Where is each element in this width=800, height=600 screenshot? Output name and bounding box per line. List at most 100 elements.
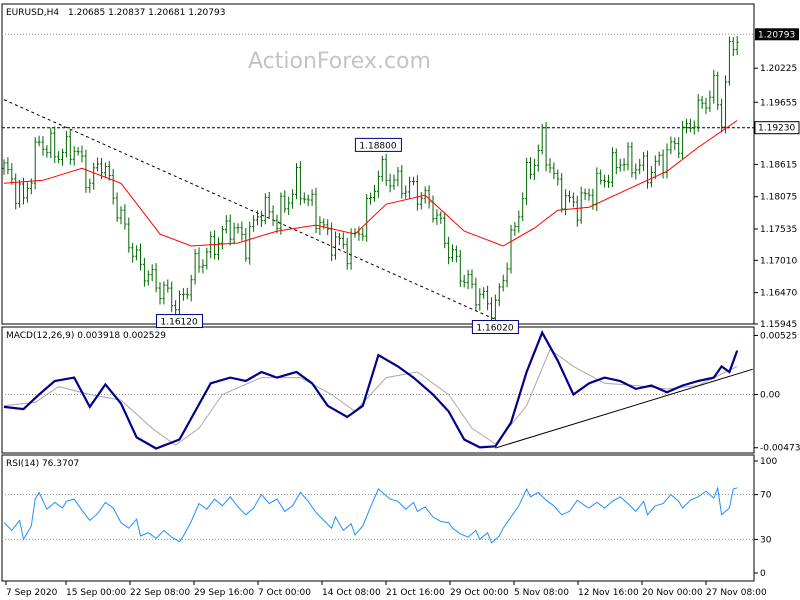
ohlc-bar — [57, 151, 61, 164]
rsi-axis-tick-label: 100 — [760, 457, 777, 467]
ohlc-bar — [435, 209, 439, 225]
ohlc-bar — [513, 222, 517, 236]
ohlc-bar — [696, 94, 700, 132]
price-axis-tick-label: 1.15945 — [760, 320, 797, 330]
ohlc-bar — [388, 173, 392, 193]
moving-average-line — [3, 120, 738, 247]
ohlc-bar — [638, 158, 642, 175]
ohlc-bar — [154, 263, 158, 293]
x-axis-tick-label: 12 Nov 16:00 — [578, 588, 639, 598]
ohlc-bar — [509, 224, 513, 274]
ohlc-bar — [384, 153, 388, 186]
price-axis-tick-label: 1.18615 — [760, 160, 797, 170]
ohlc-bar — [571, 192, 575, 208]
ohlc-bar — [482, 287, 486, 299]
ohlc-bar — [497, 283, 501, 307]
ohlc-bar — [306, 194, 310, 207]
macd-axis-tick-label: -0.004732 — [760, 444, 800, 454]
ohlc-bar — [536, 144, 540, 172]
ohlc-bar — [14, 173, 18, 210]
ohlc-bar — [712, 69, 716, 104]
ohlc-bar — [146, 270, 150, 286]
price-axis-tick-label: 1.18075 — [760, 193, 797, 203]
price-annotation-box — [156, 314, 203, 329]
rsi-line — [3, 485, 738, 544]
ohlc-bar — [451, 244, 454, 262]
ohlc-bar — [271, 205, 275, 226]
ohlc-bar — [415, 175, 419, 211]
ohlc-bar — [630, 142, 634, 178]
ohlc-bar — [380, 155, 384, 182]
ohlc-bar — [201, 259, 205, 274]
ohlc-bar — [501, 274, 505, 292]
ohlc-bar — [357, 226, 361, 241]
ohlc-bar — [626, 142, 630, 171]
ohlc-bar — [107, 160, 111, 181]
ohlc-bar — [322, 218, 326, 230]
x-axis-tick-label: 5 Nov 08:00 — [514, 588, 569, 598]
support-price-marker — [754, 121, 800, 135]
ohlc-bar — [139, 243, 142, 271]
ohlc-bar — [295, 163, 298, 200]
ohlc-bar — [64, 130, 68, 158]
ohlc-bar — [427, 185, 431, 209]
ohlc-bar — [205, 247, 209, 270]
ohlc-bar — [419, 192, 423, 210]
last-price-label: 1.20793 — [758, 30, 795, 40]
ohlc-bar — [458, 250, 462, 287]
ohlc-bar — [544, 122, 548, 172]
ohlc-bar — [720, 98, 724, 133]
ohlc-bar — [314, 187, 318, 234]
ohlc-bar — [25, 182, 29, 203]
ohlc-bar — [716, 71, 720, 110]
ohlc-bar — [548, 158, 552, 174]
ohlc-bar — [704, 97, 708, 115]
ohlc-bar — [708, 90, 712, 112]
ohlc-bar — [688, 118, 692, 133]
ohlc-bar — [341, 232, 345, 250]
ohlc-bar — [236, 223, 240, 234]
x-axis-tick-label: 27 Nov 08:00 — [706, 588, 767, 598]
ohlc-bar — [649, 165, 653, 188]
macd-trendline — [495, 368, 753, 449]
ohlc-bar — [240, 221, 244, 241]
macd-axis-tick-label: 0.00525 — [760, 331, 797, 341]
ohlc-bar — [84, 149, 88, 193]
chart-header-symbol: EURUSD,H4 — [6, 8, 59, 18]
ohlc-bar — [119, 206, 123, 225]
x-axis-tick-label: 15 Sep 00:00 — [66, 588, 126, 598]
ohlc-bar — [454, 245, 458, 263]
x-axis-tick-label: 29 Oct 00:00 — [450, 588, 509, 598]
ohlc-bar — [493, 294, 497, 324]
ohlc-bar — [677, 137, 681, 159]
support-price-label: 1.19230 — [758, 124, 795, 134]
ohlc-bar — [618, 158, 622, 172]
macd-panel-frame — [1, 326, 755, 454]
ohlc-bar — [220, 225, 224, 250]
ohlc-bar — [298, 161, 302, 206]
ohlc-bar — [731, 37, 735, 57]
ohlc-bar — [568, 190, 571, 203]
x-axis-tick-label: 21 Oct 16:00 — [386, 588, 445, 598]
ohlc-bar — [587, 188, 591, 201]
ohlc-bar — [486, 285, 490, 311]
macd-main-line — [3, 330, 739, 450]
macd-axis-tick-label: 0.00 — [760, 391, 780, 401]
ohlc-bar — [6, 157, 10, 175]
ohlc-bar — [447, 236, 451, 265]
ohlc-bar — [349, 228, 353, 270]
ohlc-bar — [33, 137, 37, 190]
ohlc-bar — [150, 264, 154, 282]
ohlc-bar — [603, 174, 607, 188]
ohlc-bar — [583, 188, 587, 201]
watermark: ActionForex.com — [248, 49, 431, 74]
ohlc-bar — [287, 196, 291, 216]
rsi-axis-tick-label: 30 — [760, 535, 772, 545]
x-axis-tick-label: 7 Oct 00:00 — [258, 588, 311, 598]
axis-layer: 1.20225 1.19655 1.19230 1.18615 1.18075 1.175… — [5, 28, 800, 598]
ohlc-bar — [310, 189, 314, 206]
ohlc-bar — [92, 162, 96, 190]
ohlc-bar — [439, 211, 443, 224]
ohlc-bar — [365, 194, 369, 242]
